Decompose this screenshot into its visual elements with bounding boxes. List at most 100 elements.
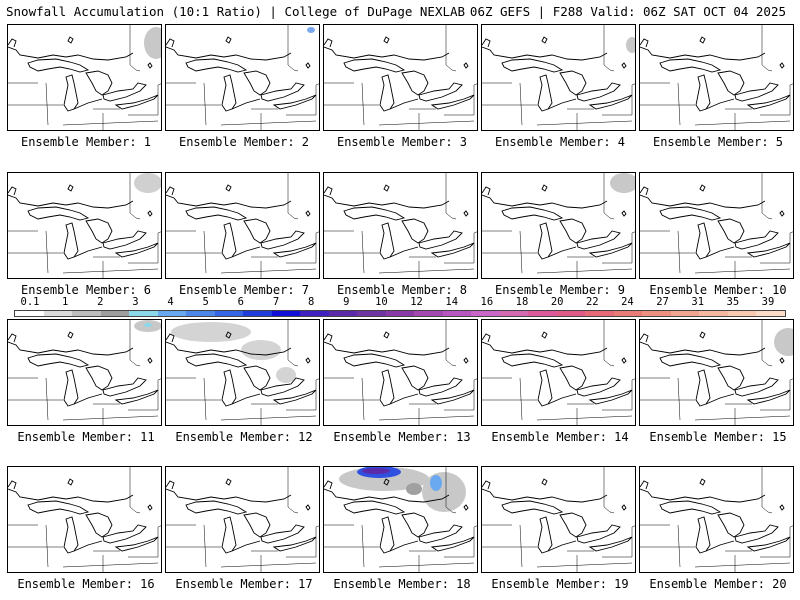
ensemble-member-map [7,319,162,426]
ensemble-member-label: Ensemble Member: 11 [17,430,155,444]
legend-tick-label: 14 [445,296,459,308]
legend-swatch [585,311,614,316]
legend-swatch [385,311,415,316]
ensemble-member-map [7,24,162,131]
snowfall-area [307,27,315,33]
legend-swatch [556,311,586,316]
ensemble-member-map [165,24,320,131]
legend-tick-label: 7 [272,296,280,308]
ensemble-member-label: Ensemble Member: 1 [20,135,152,149]
ensemble-member-label: Ensemble Member: 8 [336,283,468,297]
ensemble-member-map [481,319,636,426]
ensemble-member-map [481,24,636,131]
snowfall-area [626,37,635,53]
legend-swatch [727,311,757,316]
ensemble-member-label: Ensemble Member: 15 [649,430,787,444]
ensemble-member-map [639,319,794,426]
legend-swatch [442,311,472,316]
ensemble-member-map [323,24,478,131]
ensemble-member-label: Ensemble Member: 13 [333,430,471,444]
legend-swatch [528,311,557,316]
ensemble-member-map [165,172,320,279]
ensemble-member-label: Ensemble Member: 20 [649,577,787,591]
ensemble-member-label: Ensemble Member: 17 [175,577,313,591]
legend-tick-label: 16 [480,296,494,308]
ensemble-member-label: Ensemble Member: 10 [649,283,787,297]
legend-tick-label: 3 [132,296,139,308]
ensemble-member-label: Ensemble Member: 2 [178,135,310,149]
ensemble-member-label: Ensemble Member: 7 [178,283,310,297]
ensemble-member-label: Ensemble Member: 3 [336,135,468,149]
snowfall-area [134,173,161,193]
legend-tick-label: 6 [237,296,245,308]
legend-tick-label: 2 [97,296,104,308]
legend-tick-label: 1 [61,296,69,308]
legend-tick-label: 12 [410,296,423,308]
ensemble-member-label: Ensemble Member: 12 [175,430,313,444]
ensemble-member-label: Ensemble Member: 9 [494,283,626,297]
ensemble-member-map [165,319,320,426]
legend-tick-label: 8 [307,296,315,308]
snowfall-area [144,323,152,327]
ensemble-member-map [323,466,478,573]
ensemble-member-label: Ensemble Member: 14 [491,430,629,444]
legend-tick-label: 10 [375,296,388,308]
ensemble-member-label: Ensemble Member: 18 [333,577,471,591]
snowfall-area [276,367,296,383]
legend-tick-label: 31 [691,296,705,308]
legend-tick-label: 35 [726,296,740,308]
snowfall-area [241,340,281,360]
ensemble-member-map [481,466,636,573]
legend-swatch [357,311,386,316]
snowfall-area [774,328,793,356]
legend-swatch [157,311,187,316]
ensemble-member-label: Ensemble Member: 19 [491,577,629,591]
ensemble-member-label: Ensemble Member: 4 [494,135,626,149]
snowfall-area [422,472,466,512]
ensemble-member-map [323,172,478,279]
legend-swatch [300,311,329,316]
model-run-info: 06Z GEFS | F288 Valid: 06Z SAT OCT 04 20… [469,4,786,19]
legend-tick-label: 0.1 [20,296,40,308]
legend-swatch [499,311,529,316]
snowfall-area [171,322,251,342]
legend-tick-label: 24 [621,296,634,308]
legend-tick-label: 4 [167,296,174,308]
legend-swatch [328,311,358,316]
legend-swatch [670,311,700,316]
legend-tick-label: 39 [761,296,775,308]
ensemble-member-label: Ensemble Member: 16 [17,577,155,591]
legend-tick-label: 20 [550,296,564,308]
legend-swatch [642,311,671,316]
legend-tick-label: 9 [343,296,350,308]
legend-tick-label: 22 [585,296,599,308]
snowfall-area [362,468,390,474]
legend-tick-label: 27 [656,296,669,308]
legend-swatch [100,311,130,316]
legend-swatch [72,311,101,316]
legend-swatch [471,311,500,316]
ensemble-member-map [639,172,794,279]
legend-swatch [756,311,785,316]
legend-swatch [271,311,301,316]
legend-swatch [613,311,643,316]
ensemble-member-map [639,24,794,131]
ensemble-member-map [7,466,162,573]
legend-swatch [43,311,73,316]
ensemble-member-map [639,466,794,573]
legend-tick-label: 5 [202,296,209,308]
snowfall-color-legend [14,310,786,317]
legend-swatch [414,311,443,316]
snowfall-area [406,483,422,495]
legend-swatch [214,311,244,316]
ensemble-member-map [481,172,636,279]
ensemble-member-map [323,319,478,426]
ensemble-member-map [7,172,162,279]
legend-swatch [243,311,272,316]
legend-tick-label: 18 [515,296,529,308]
ensemble-member-label: Ensemble Member: 5 [652,135,784,149]
snowfall-area [610,173,635,193]
legend-swatch [129,311,158,316]
legend-swatch [186,311,215,316]
legend-swatch [15,311,44,316]
